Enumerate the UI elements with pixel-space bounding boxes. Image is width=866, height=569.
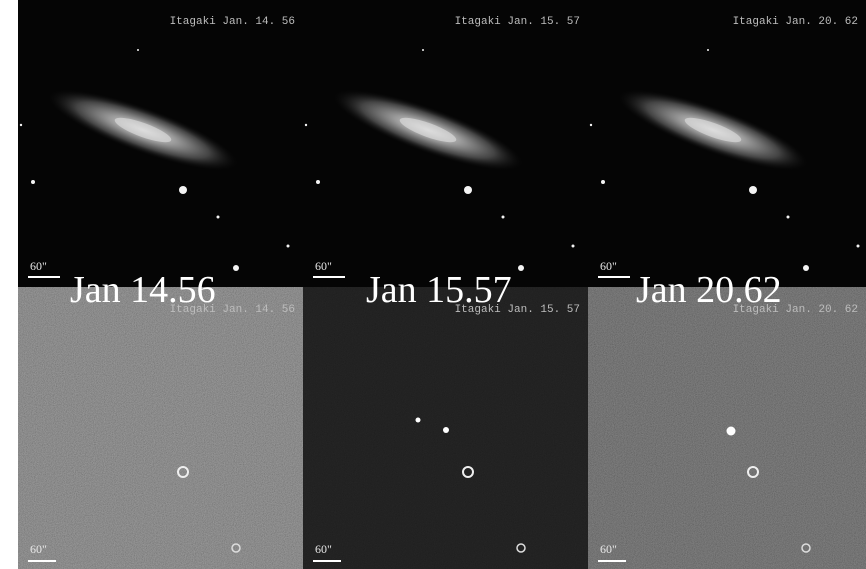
star [749,186,757,194]
star [287,245,290,248]
star [137,49,139,51]
scale-label: 60" [600,542,617,556]
noise [18,287,303,569]
star [601,180,605,184]
star [179,186,187,194]
star [707,49,709,51]
scale-label: 60" [315,542,332,556]
star [803,265,809,271]
star [464,186,472,194]
star [422,49,424,51]
top-panel: Itagaki Jan. 20. 62 60" [588,0,866,287]
date-label: Jan 20.62 [636,269,782,311]
top-panel: Itagaki Jan. 15. 57 60" [303,0,588,287]
top-panel: Itagaki Jan. 14. 56 60" [18,0,303,287]
supernova [727,427,736,436]
caption: Itagaki Jan. 20. 62 [733,16,858,28]
star [502,216,505,219]
star [233,265,239,271]
star [217,216,220,219]
scale-label: 60" [315,259,332,273]
source [443,427,449,433]
star [787,216,790,219]
star [31,180,35,184]
caption: Itagaki Jan. 15. 57 [455,16,580,28]
source [416,418,421,423]
noise [588,287,866,569]
caption: Itagaki Jan. 14. 56 [170,16,295,28]
star [857,245,860,248]
scale-label: 60" [600,259,617,273]
date-label: Jan 14.56 [70,269,216,311]
star [305,124,307,126]
star [590,124,592,126]
star [316,180,320,184]
star [20,124,22,126]
scale-label: 60" [30,542,47,556]
scale-label: 60" [30,259,47,273]
star [518,265,524,271]
date-label: Jan 15.57 [366,269,512,311]
star [572,245,575,248]
figure: Itagaki Jan. 14. 5660"Itagaki Jan. 14. 5… [0,0,866,569]
